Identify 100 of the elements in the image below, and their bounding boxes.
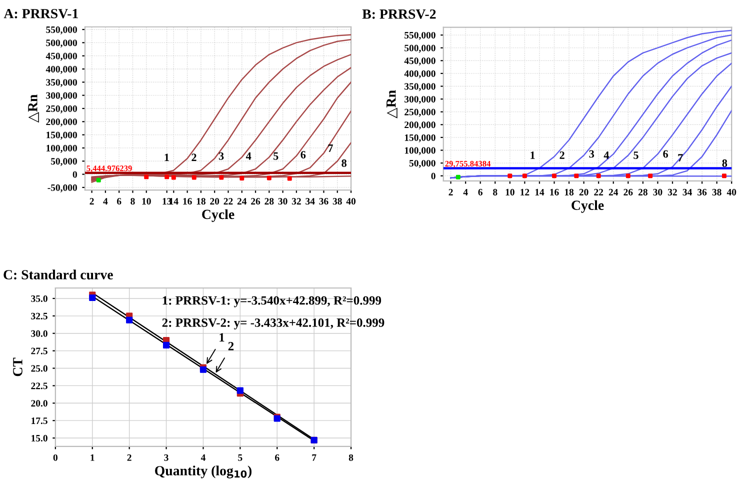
x-tick-label: 14 (535, 188, 544, 196)
annotation: 4 (604, 152, 609, 159)
annotation: 8 (342, 159, 346, 167)
annotation: 1 (164, 154, 169, 162)
x-tick-label: 2 (448, 188, 453, 196)
x-tick-label: 20 (210, 198, 220, 205)
annotation: 2 (192, 154, 196, 162)
x-tick-label: 4 (463, 188, 468, 196)
annotation: 6 (300, 151, 306, 159)
y-tick-label: 250,000 (404, 108, 436, 117)
y-tick-label: 17.5 (32, 418, 48, 424)
y-tick-label: 450,000 (404, 58, 436, 66)
x-tick-label: 7 (312, 454, 316, 461)
y-axis-title: △Rn (386, 90, 398, 118)
y-tick-label: 550,000 (404, 32, 436, 40)
x-tick-label: 8 (348, 454, 354, 461)
y-tick-label: 0 (72, 171, 77, 178)
x-tick-label: 32 (668, 188, 677, 196)
x-tick-label: 16 (550, 188, 559, 196)
x-tick-label: 3 (164, 454, 168, 461)
y-tick-label: 150,000 (404, 134, 436, 142)
annotation: 5 (634, 152, 638, 159)
x-tick-label: 2 (127, 454, 132, 461)
y-tick-label: 400,000 (46, 66, 77, 74)
x-tick-label: 6 (275, 454, 280, 461)
y-tick-label: 30.0 (31, 330, 48, 337)
x-tick-label: 26 (624, 188, 633, 196)
y-tick-label: 300,000 (46, 92, 77, 100)
x-tick-label: 22 (594, 188, 604, 196)
x-axis-title: Cycle (202, 209, 234, 222)
x-tick-label: 22 (224, 198, 233, 204)
y-axis-title: CT (13, 358, 22, 376)
x-tick-label: 6 (478, 188, 482, 196)
y-tick-label: 200,000 (46, 118, 77, 127)
y-tick-label: 550,000 (46, 26, 77, 34)
y-tick-label: 32.5 (31, 312, 48, 320)
annotation: 2 (560, 151, 564, 159)
y-tick-label: 15.0 (32, 434, 48, 442)
y-tick-label: 350,000 (404, 83, 436, 92)
y-tick-label: 50,000 (409, 160, 436, 168)
y-tick-label: 100,000 (46, 144, 77, 153)
x-tick-label: 40 (346, 198, 356, 205)
annotation: 3 (589, 150, 594, 158)
x-tick-label: 30 (653, 188, 662, 196)
annotation: 2 (228, 342, 234, 350)
x-tick-label: 20 (579, 188, 588, 196)
x-tick-label: 34 (306, 198, 315, 205)
annotation: 4 (246, 152, 252, 160)
y-tick-label: 250,000 (46, 105, 77, 114)
ref-line-label: 29,755.84384 (445, 160, 491, 168)
x-tick-label: 24 (608, 188, 618, 196)
y-tick-label: 150,000 (46, 132, 77, 140)
x-axis-title: Cycle (572, 200, 604, 213)
ref-line-label: 5,444.976239 (86, 166, 132, 172)
y-tick-label: 300,000 (404, 96, 436, 104)
x-tick-label: 8 (493, 188, 498, 196)
x-tick-label: 16 (183, 198, 192, 205)
x-tick-label: 40 (726, 188, 736, 196)
y-tick-label: 50,000 (51, 158, 77, 166)
y-tick-label: 0 (431, 172, 436, 180)
y-tick-label: 100,000 (404, 147, 436, 156)
x-tick-label: 36 (319, 198, 328, 205)
x-tick-label: 10 (142, 198, 151, 205)
x-tick-label: 2 (90, 198, 94, 204)
annotation: 1 (530, 152, 535, 159)
y-tick-label: 350,000 (46, 79, 77, 88)
x-tick-label: 12 (520, 188, 530, 196)
x-tick-label: 10 (506, 188, 514, 196)
x-tick-label: 0 (53, 454, 58, 461)
x-tick-label: 32 (292, 198, 301, 205)
x-tick-label: 5 (238, 454, 242, 461)
annotation: 7 (328, 144, 333, 152)
x-tick-label: 28 (264, 198, 274, 205)
y-axis-title: △Rn (28, 94, 39, 123)
x-tick-label: 18 (564, 188, 574, 196)
annotation: 1: PRRSV-1: y=-3.540x+42.899, R²=0.999 (162, 296, 382, 308)
x-tick-label: 6 (116, 198, 122, 205)
y-tick-label: 400,000 (404, 70, 436, 78)
x-tick-label: 38 (712, 188, 722, 196)
chart-title: C: Standard curve (4, 270, 113, 280)
y-tick-label: 450,000 (46, 52, 77, 61)
x-tick-label: 36 (698, 188, 707, 196)
y-tick-label: 27.5 (31, 348, 48, 354)
x-tick-label: 26 (251, 198, 260, 205)
y-tick-label: 22.5 (31, 382, 48, 390)
x-tick-label: 18 (196, 198, 206, 205)
x-tick-label: 28 (638, 188, 648, 196)
x-tick-label: 4 (103, 198, 108, 204)
x-tick-label: 30 (278, 198, 288, 205)
x-axis-title: Quantity (log$_{10}$) (155, 466, 252, 478)
chart-title: B: PRRSV-2 (362, 9, 436, 19)
y-tick-label: 25.0 (31, 365, 48, 372)
y-tick-label: 20.0 (31, 400, 48, 407)
x-tick-label: 34 (682, 188, 692, 196)
y-tick-label: 500,000 (46, 40, 77, 48)
annotation: 1 (220, 333, 224, 342)
annotation: 3 (218, 152, 224, 160)
y-tick-label: 35.0 (31, 295, 48, 302)
annotation: 2: PRRSV-2: y= -3.433x+42.101, R²=0.999 (162, 318, 384, 330)
chart-title: A: PRRSV-1 (4, 8, 78, 18)
